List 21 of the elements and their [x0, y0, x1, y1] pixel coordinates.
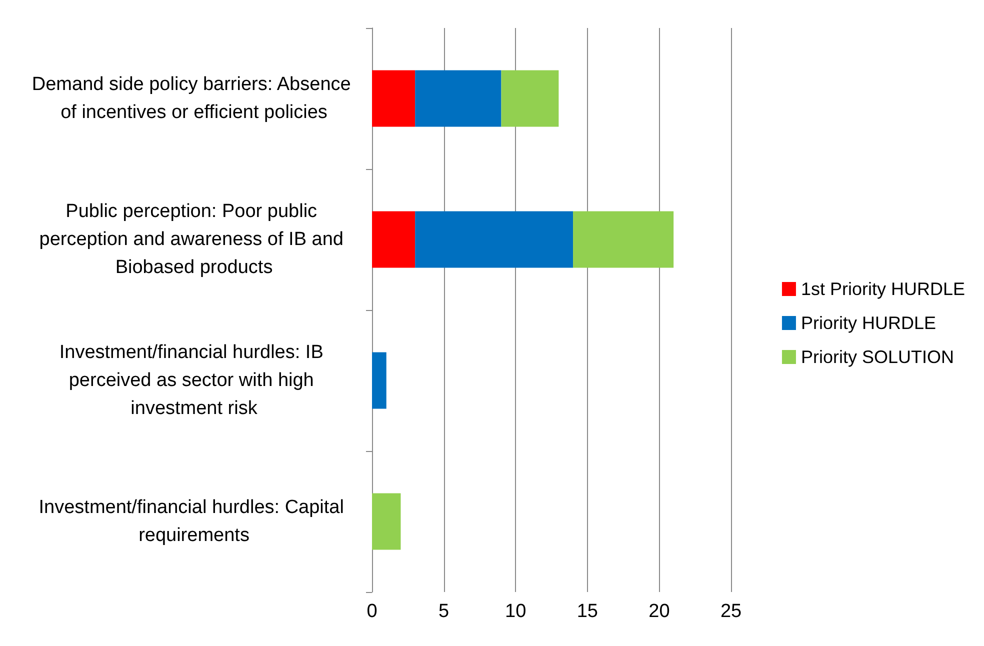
y-tick-label: Investment/financial hurdles: IB perceived as sector with high investment risk: [59, 342, 329, 419]
bar: [372, 352, 386, 409]
legend-label: 1st Priority HURDLE: [800, 279, 965, 299]
bar: [415, 70, 502, 127]
bar: [372, 493, 401, 550]
legend-label: Priority HURDLE: [800, 313, 936, 333]
y-tick-label: Public perception: Poor public perception and awareness of IB and Biobased products: [39, 201, 349, 278]
x-tick-label: 0: [366, 601, 378, 622]
x-tick-label: 10: [505, 601, 526, 622]
x-tick-label: 25: [720, 601, 742, 622]
bar: [573, 211, 674, 268]
bar: [372, 70, 416, 127]
legend-label: Priority SOLUTION: [800, 347, 954, 367]
y-tick-label: Investment/financial hurdles: Capital requirements: [38, 497, 350, 546]
y-tick-label: Demand side policy barriers: Absence of incentives or efficient policies: [32, 74, 356, 123]
bar: [372, 211, 416, 268]
bar: [501, 70, 559, 127]
x-tick-label: 20: [648, 601, 670, 622]
bar: [415, 211, 574, 268]
x-tick-label: 5: [438, 601, 450, 622]
x-tick-label: 15: [576, 601, 598, 622]
